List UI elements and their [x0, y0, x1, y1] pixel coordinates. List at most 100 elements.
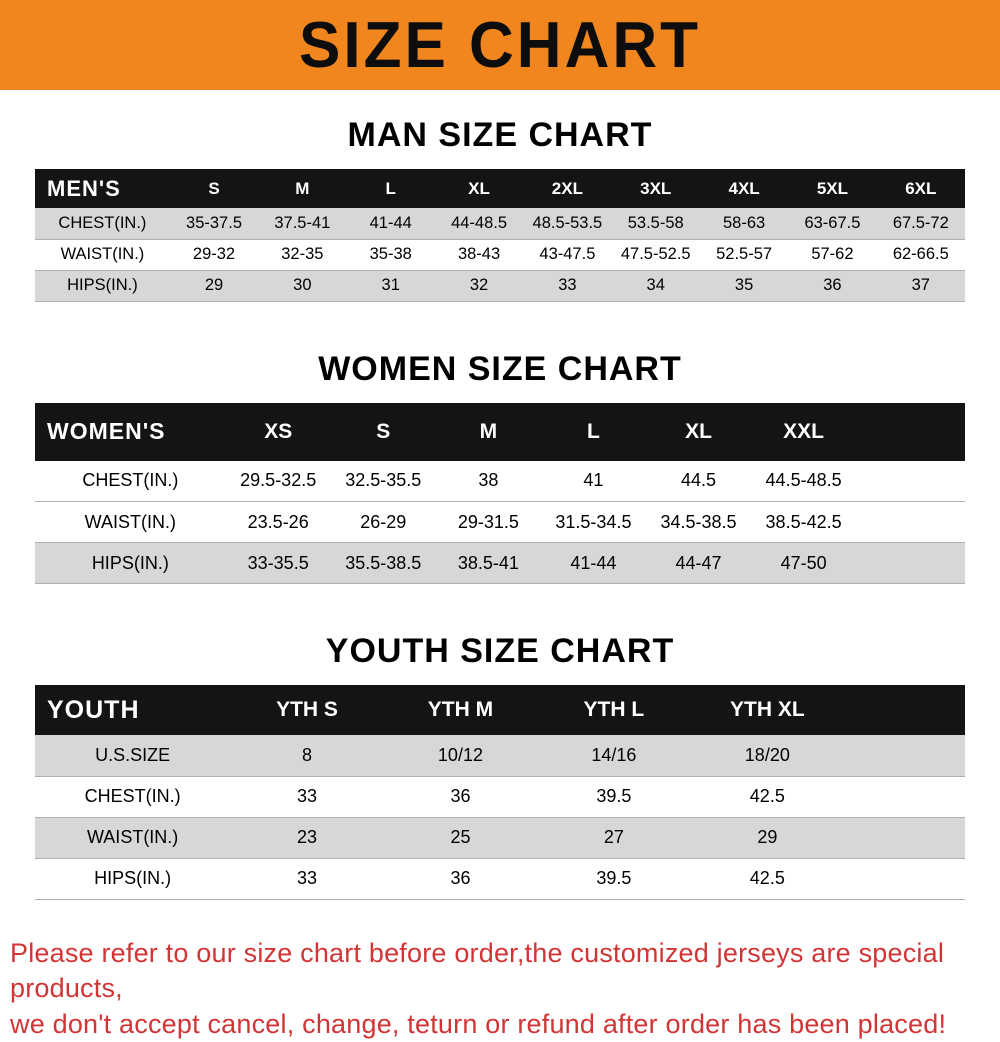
filler-cell — [844, 817, 965, 858]
value-cell: 10/12 — [384, 735, 537, 776]
value-cell: 52.5-57 — [700, 239, 788, 270]
value-cell: 32 — [435, 270, 523, 301]
man-size-heading: MAN SIZE CHART — [0, 116, 1000, 155]
column-header: XL — [646, 403, 751, 461]
row-label: CHEST(IN.) — [35, 461, 226, 502]
filler-cell — [844, 685, 965, 735]
row-label: HIPS(IN.) — [35, 270, 170, 301]
value-cell: 34 — [612, 270, 700, 301]
value-cell: 29 — [170, 270, 258, 301]
value-cell: 29 — [691, 817, 844, 858]
row-label: WAIST(IN.) — [35, 239, 170, 270]
value-cell: 41-44 — [541, 543, 646, 584]
column-header: YTH XL — [691, 685, 844, 735]
banner: SIZE CHART — [0, 0, 1000, 90]
value-cell: 48.5-53.5 — [523, 208, 611, 239]
filler-cell — [844, 776, 965, 817]
filler-cell — [856, 543, 965, 584]
table-corner-label: MEN'S — [35, 169, 170, 208]
value-cell: 39.5 — [537, 858, 690, 899]
value-cell: 8 — [230, 735, 383, 776]
value-cell: 32.5-35.5 — [331, 461, 436, 502]
column-header: 2XL — [523, 169, 611, 208]
value-cell: 23.5-26 — [226, 502, 331, 543]
value-cell: 36 — [384, 776, 537, 817]
value-cell: 29-31.5 — [436, 502, 541, 543]
column-header: YTH S — [230, 685, 383, 735]
column-header: XXL — [751, 403, 856, 461]
column-header: 3XL — [612, 169, 700, 208]
row-label: CHEST(IN.) — [35, 208, 170, 239]
value-cell: 58-63 — [700, 208, 788, 239]
women-size-heading: WOMEN SIZE CHART — [0, 350, 1000, 389]
column-header: M — [258, 169, 346, 208]
column-header: XS — [226, 403, 331, 461]
column-header: M — [436, 403, 541, 461]
column-header: XL — [435, 169, 523, 208]
value-cell: 35-38 — [347, 239, 435, 270]
value-cell: 38-43 — [435, 239, 523, 270]
value-cell: 33-35.5 — [226, 543, 331, 584]
column-header: 4XL — [700, 169, 788, 208]
column-header: 5XL — [788, 169, 876, 208]
value-cell: 67.5-72 — [877, 208, 965, 239]
value-cell: 14/16 — [537, 735, 690, 776]
value-cell: 32-35 — [258, 239, 346, 270]
value-cell: 25 — [384, 817, 537, 858]
row-label: U.S.SIZE — [35, 735, 230, 776]
row-label: WAIST(IN.) — [35, 502, 226, 543]
value-cell: 38.5-41 — [436, 543, 541, 584]
value-cell: 35 — [700, 270, 788, 301]
value-cell: 47-50 — [751, 543, 856, 584]
table-corner-label: YOUTH — [35, 685, 230, 735]
column-header: L — [541, 403, 646, 461]
value-cell: 63-67.5 — [788, 208, 876, 239]
row-label: WAIST(IN.) — [35, 817, 230, 858]
row-label: CHEST(IN.) — [35, 776, 230, 817]
value-cell: 44-47 — [646, 543, 751, 584]
value-cell: 29-32 — [170, 239, 258, 270]
value-cell: 36 — [384, 858, 537, 899]
column-header: 6XL — [877, 169, 965, 208]
filler-cell — [856, 461, 965, 502]
filler-cell — [844, 735, 965, 776]
value-cell: 37 — [877, 270, 965, 301]
column-header: S — [170, 169, 258, 208]
value-cell: 37.5-41 — [258, 208, 346, 239]
value-cell: 31.5-34.5 — [541, 502, 646, 543]
row-label: HIPS(IN.) — [35, 858, 230, 899]
value-cell: 33 — [523, 270, 611, 301]
table-corner-label: WOMEN'S — [35, 403, 226, 461]
value-cell: 30 — [258, 270, 346, 301]
row-label: HIPS(IN.) — [35, 543, 226, 584]
filler-cell — [844, 858, 965, 899]
value-cell: 18/20 — [691, 735, 844, 776]
youth-size-heading: YOUTH SIZE CHART — [0, 632, 1000, 671]
value-cell: 33 — [230, 858, 383, 899]
value-cell: 38 — [436, 461, 541, 502]
value-cell: 44.5 — [646, 461, 751, 502]
value-cell: 42.5 — [691, 776, 844, 817]
value-cell: 53.5-58 — [612, 208, 700, 239]
value-cell: 23 — [230, 817, 383, 858]
footer-line-1: Please refer to our size chart before or… — [10, 936, 990, 1007]
value-cell: 41-44 — [347, 208, 435, 239]
value-cell: 44-48.5 — [435, 208, 523, 239]
value-cell: 44.5-48.5 — [751, 461, 856, 502]
value-cell: 47.5-52.5 — [612, 239, 700, 270]
value-cell: 38.5-42.5 — [751, 502, 856, 543]
value-cell: 34.5-38.5 — [646, 502, 751, 543]
value-cell: 26-29 — [331, 502, 436, 543]
value-cell: 41 — [541, 461, 646, 502]
